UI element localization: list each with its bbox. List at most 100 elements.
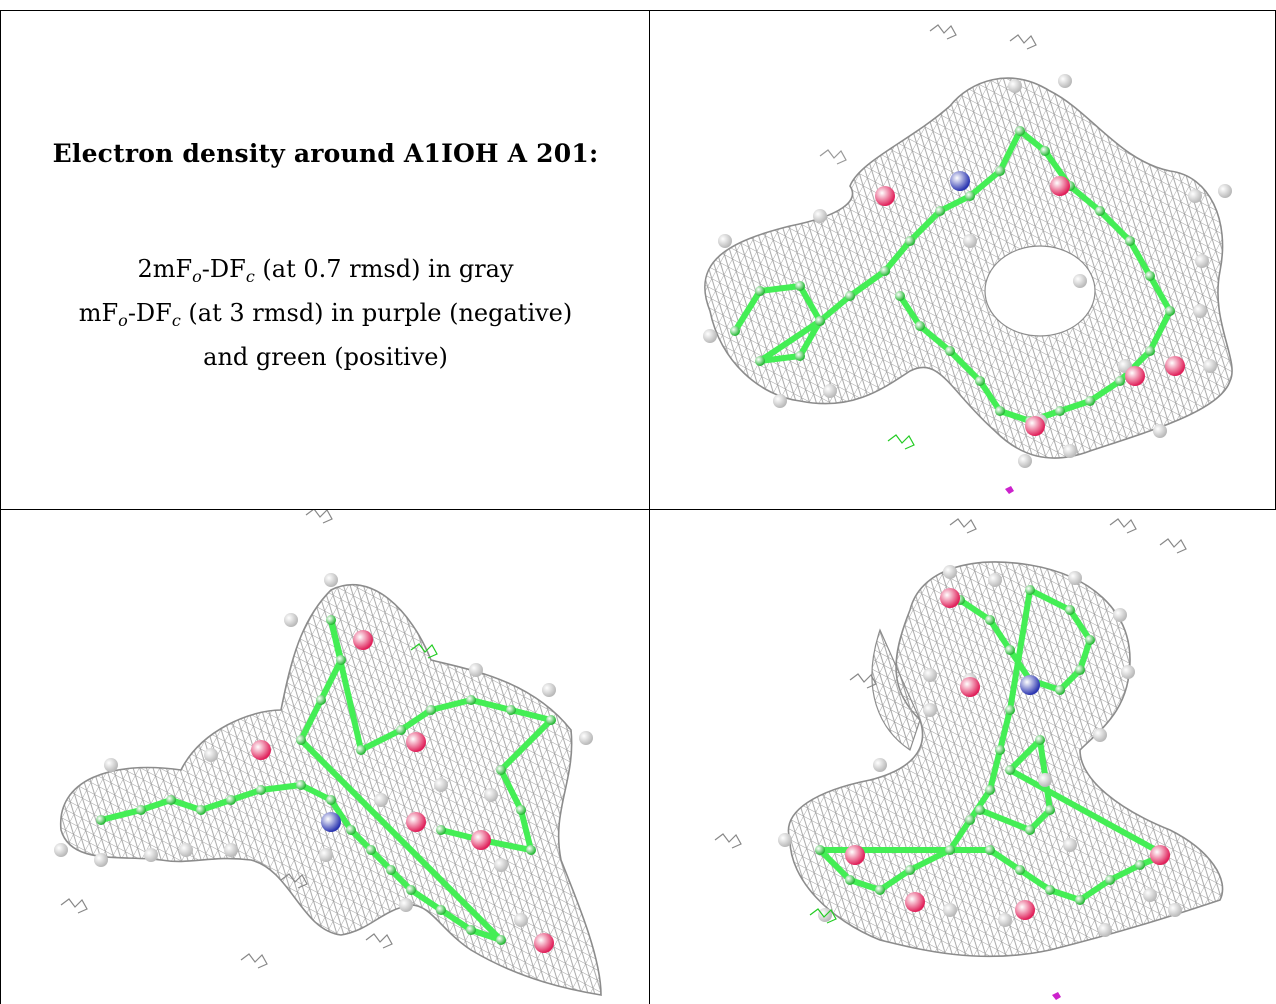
hydrogen-atom xyxy=(579,731,593,745)
bond xyxy=(997,128,1023,174)
bond xyxy=(228,787,264,803)
oxygen-atom xyxy=(471,830,491,850)
density-fragment xyxy=(819,149,847,165)
oxygen-atom xyxy=(1050,176,1070,196)
oxygen-atom xyxy=(1125,366,1145,386)
carbon-atom xyxy=(880,266,890,276)
carbon-atom xyxy=(1105,875,1115,885)
carbon-atom xyxy=(1015,126,1025,136)
hydrogen-atom xyxy=(1188,189,1202,203)
carbon-atom xyxy=(426,705,436,715)
bond xyxy=(1077,877,1113,903)
bond xyxy=(997,707,1013,753)
hydrogen-atom xyxy=(988,573,1002,587)
bond xyxy=(408,887,444,913)
hydrogen-atom xyxy=(1113,608,1127,622)
hydrogen-atom xyxy=(1218,184,1232,198)
hydrogen-atom xyxy=(1008,79,1022,93)
figure-title: Electron density around A1IOH A 201: xyxy=(52,139,599,168)
hydrogen-atom xyxy=(469,663,483,677)
hydrogen-atom xyxy=(1063,444,1077,458)
carbon-atom xyxy=(366,845,376,855)
hydrogen-atom xyxy=(813,209,827,223)
hydrogen-atom xyxy=(94,853,108,867)
carbon-atom xyxy=(915,321,925,331)
molecule-model xyxy=(54,573,593,953)
bond xyxy=(877,867,913,893)
oxygen-atom xyxy=(534,933,554,953)
bond xyxy=(168,797,204,813)
carbon-atom xyxy=(815,316,825,326)
hydrogen-atom xyxy=(514,913,528,927)
bond xyxy=(358,727,404,753)
carbon-atom xyxy=(975,376,985,386)
bond xyxy=(987,847,1023,873)
hydrogen-atom xyxy=(1018,454,1032,468)
carbon-atom xyxy=(1115,376,1125,386)
bond xyxy=(1007,737,1043,773)
hydrogen-atom xyxy=(434,778,448,792)
bond xyxy=(508,707,554,723)
hydrogen-atom xyxy=(204,748,218,762)
hydrogen-atom xyxy=(778,833,792,847)
hydrogen-atom xyxy=(1168,903,1182,917)
bond xyxy=(797,283,823,324)
density-render-3 xyxy=(714,518,1224,1000)
bond xyxy=(977,378,1003,414)
bond xyxy=(907,847,953,873)
density-fragment xyxy=(60,898,88,914)
bond xyxy=(98,807,144,823)
bond xyxy=(1007,587,1033,713)
carbon-atom xyxy=(1055,685,1065,695)
bond xyxy=(298,697,324,743)
oxygen-atom xyxy=(960,677,980,697)
carbon-atom xyxy=(546,715,556,725)
negative-density-blob xyxy=(1005,486,1014,494)
carbon-atom xyxy=(496,765,506,775)
carbon-atom xyxy=(396,725,406,735)
bond xyxy=(997,408,1033,424)
density-fragment xyxy=(949,518,977,534)
oxygen-atom xyxy=(1015,900,1035,920)
carbon-atom xyxy=(995,166,1005,176)
carbon-atom xyxy=(1065,605,1075,615)
density-fragment xyxy=(1159,538,1187,554)
bond xyxy=(882,238,913,274)
bond xyxy=(907,208,943,244)
hydrogen-atom xyxy=(1203,359,1217,373)
carbon-atom xyxy=(326,615,336,625)
bond xyxy=(1067,183,1103,214)
carbon-atom xyxy=(965,815,975,825)
carbon-atom xyxy=(226,795,236,805)
carbon-atom xyxy=(755,356,765,366)
hydrogen-atom xyxy=(224,843,238,857)
carbon-atom xyxy=(1095,206,1105,216)
oxygen-atom xyxy=(905,892,925,912)
carbon-atom xyxy=(1125,236,1135,246)
hydrogen-atom xyxy=(1068,571,1082,585)
hydrogen-atom xyxy=(179,843,193,857)
carbon-atom xyxy=(436,905,446,915)
bond xyxy=(847,268,888,299)
hydrogen-atom xyxy=(1143,888,1157,902)
bond xyxy=(732,288,763,334)
bond xyxy=(498,717,554,773)
carbon-atom xyxy=(975,805,985,815)
hydrogen-atom xyxy=(1038,773,1052,787)
bond xyxy=(817,293,853,324)
carbon-atom xyxy=(1145,271,1155,281)
carbon-atom xyxy=(436,825,446,835)
bond xyxy=(328,617,364,753)
hydrogen-atom xyxy=(963,234,977,248)
carbon-atom xyxy=(1085,396,1095,406)
carbon-atom xyxy=(945,346,955,356)
density-hole xyxy=(984,245,1096,337)
carbon-atom xyxy=(1035,735,1045,745)
carbon-atom xyxy=(1005,765,1015,775)
bond xyxy=(757,283,803,294)
carbon-atom xyxy=(1045,885,1055,895)
carbon-atom xyxy=(356,745,366,755)
hydrogen-atom xyxy=(1093,728,1107,742)
nitrogen-atom xyxy=(950,171,970,191)
density-fragment xyxy=(887,434,915,450)
